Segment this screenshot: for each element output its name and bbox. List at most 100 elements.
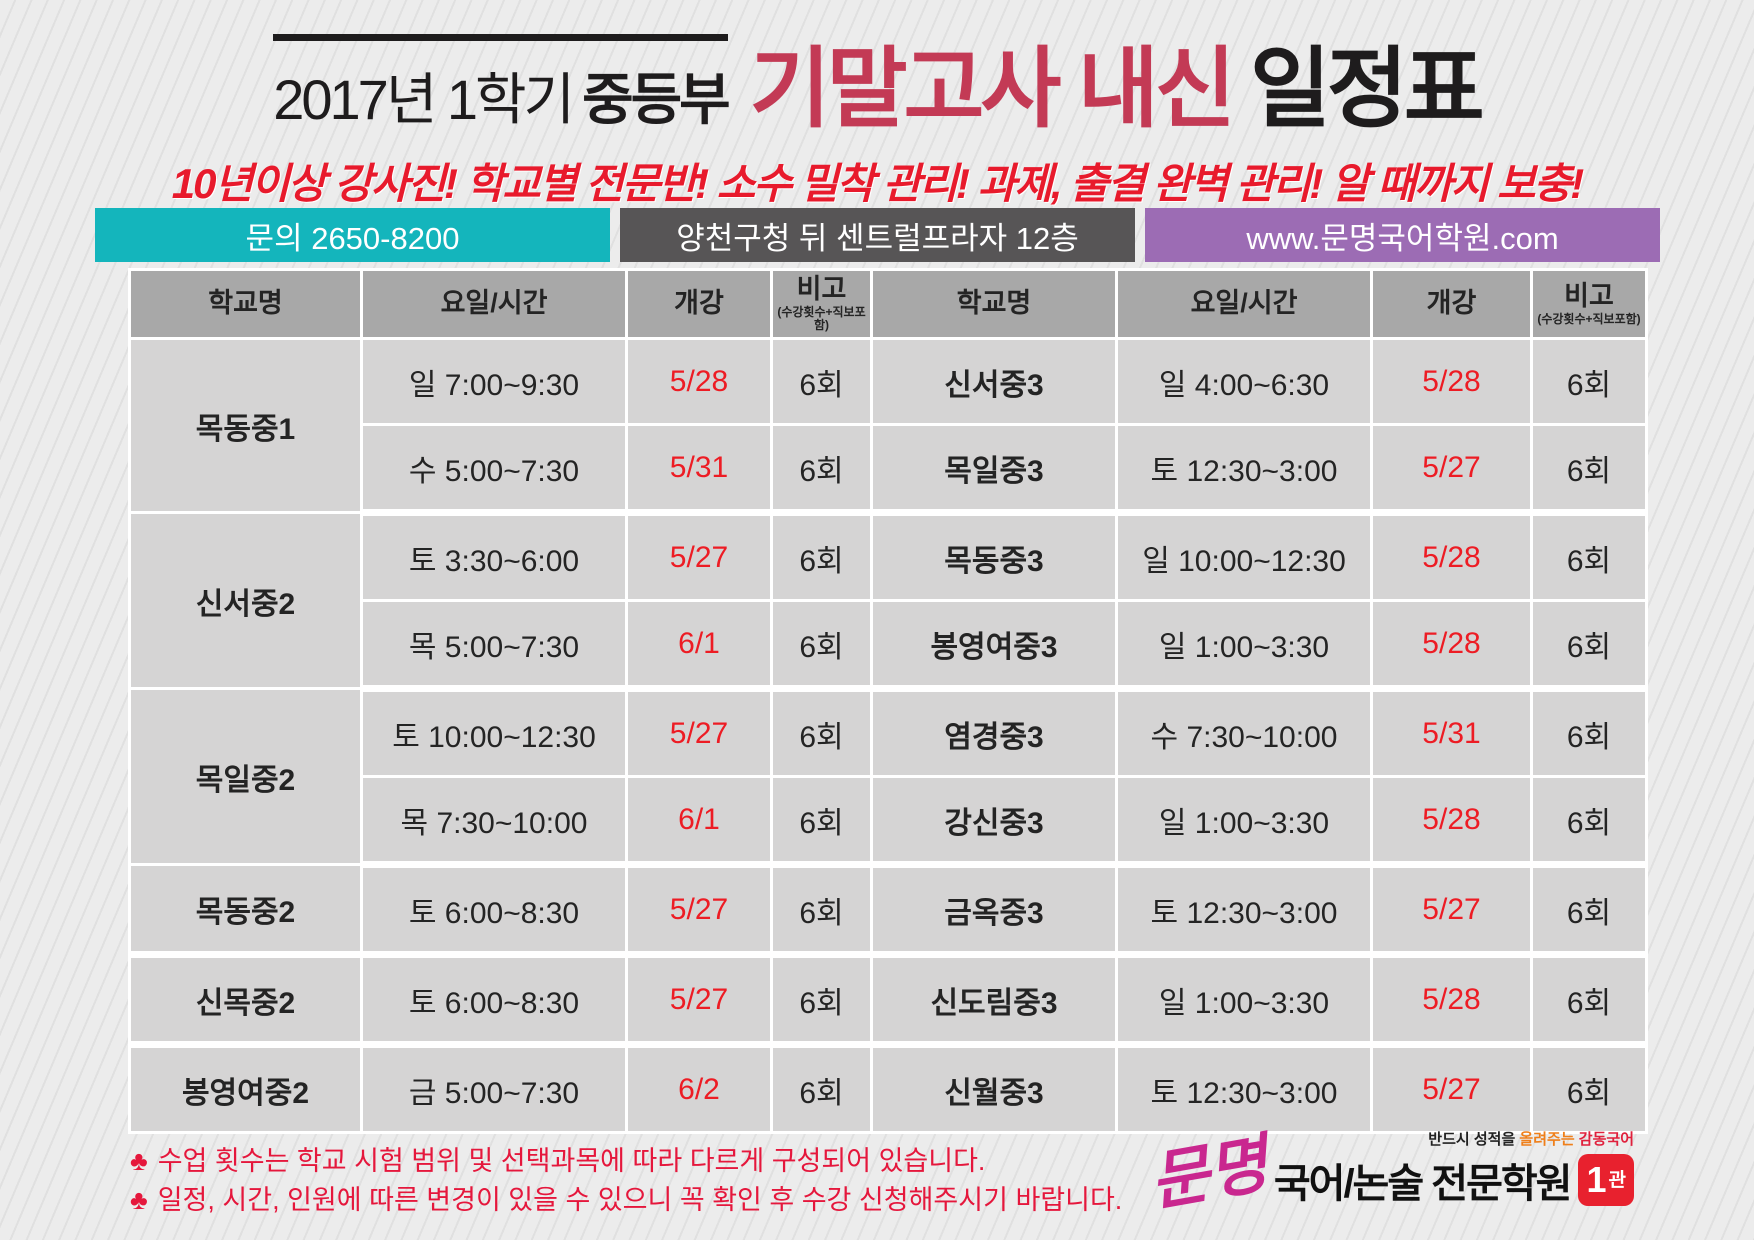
logo-tagline: 반드시 성적을 올려주는 감동국어: [1428, 1131, 1634, 1148]
count-cell: 6회: [770, 337, 873, 426]
header-school-right: 학교명: [870, 268, 1118, 340]
start-date-cell: 5/27: [625, 863, 773, 958]
title-highlight: 기말고사 내신: [749, 39, 1236, 138]
brand-script-mark: 문명: [1144, 1127, 1274, 1220]
time-cell: 일 10:00~12:30: [1115, 511, 1373, 602]
count-cell: 6회: [1530, 337, 1648, 426]
note-text: 일정, 시간, 인원에 따른 변경이 있을 수 있으니 꼭 확인 후 수강 신청…: [157, 1185, 1123, 1216]
club-bullet-icon: ♣: [130, 1146, 148, 1176]
school-cell: 신도림중3: [870, 953, 1118, 1048]
start-date-cell: 5/28: [1370, 337, 1533, 426]
count-cell: 6회: [1530, 423, 1648, 516]
count-cell: 6회: [770, 687, 873, 778]
school-cell: 신서중2: [128, 511, 363, 690]
start-date-cell: 5/27: [625, 511, 773, 602]
count-cell: 6회: [770, 1043, 873, 1134]
count-cell: 6회: [1530, 687, 1648, 778]
school-cell: 염경중3: [870, 687, 1118, 778]
table-row: 목동중1 일 7:00~9:30 5/28 6회 신서중3 일 4:00~6:3…: [128, 337, 1648, 514]
start-date-cell: 5/31: [625, 423, 773, 516]
start-date-cell: 5/27: [1370, 863, 1533, 958]
time-cell: 토 12:30~3:00: [1115, 863, 1373, 958]
school-cell: 봉영여중2: [128, 1043, 363, 1134]
time-cell: 일 1:00~3:30: [1115, 599, 1373, 692]
schedule-table: 학교명 요일/시간 개강 비고 (수강횟수+직보포함) 학교명 요일/시간 개강 …: [128, 268, 1648, 1134]
school-cell: 신월중3: [870, 1043, 1118, 1134]
table-row: 목 7:30~10:00 6/1 6회 강신중3 일 1:00~3:30 5/2…: [130, 775, 1648, 868]
time-cell: 토 3:30~6:00: [360, 511, 628, 602]
count-cell: 6회: [770, 423, 873, 516]
start-date-cell: 5/28: [625, 337, 773, 426]
school-cell: 목동중1: [128, 337, 363, 514]
header-row: 학교명 요일/시간 개강 비고 (수강횟수+직보포함) 학교명 요일/시간 개강 …: [128, 268, 1648, 340]
note-line: ♣ 일정, 시간, 인원에 따른 변경이 있을 수 있으니 꼭 확인 후 수강 신…: [130, 1181, 1122, 1220]
table-row: 목 5:00~7:30 6/1 6회 봉영여중3 일 1:00~3:30 5/2…: [130, 599, 1648, 692]
title-semester: 2017년 1학기 중등부: [273, 34, 731, 136]
start-date-cell: 5/27: [625, 687, 773, 778]
school-cell: 신서중3: [870, 337, 1118, 426]
time-cell: 일 7:00~9:30: [360, 337, 628, 426]
time-cell: 금 5:00~7:30: [360, 1043, 628, 1134]
note-text: 수업 횟수는 학교 시험 범위 및 선택과목에 따라 다르게 구성되어 있습니다…: [157, 1146, 986, 1176]
logo-tagline-highlight: 올려주는: [1519, 1131, 1575, 1148]
time-cell: 목 5:00~7:30: [360, 599, 628, 692]
phone-bar: 문의 2650-8200: [95, 208, 610, 262]
time-cell: 토 12:30~3:00: [1115, 1043, 1373, 1134]
count-cell: 6회: [770, 953, 873, 1048]
time-cell: 수 5:00~7:30: [360, 423, 628, 516]
start-date-cell: 5/28: [1370, 599, 1533, 692]
school-cell: 봉영여중3: [870, 599, 1118, 692]
table-row: 수 5:00~7:30 5/31 6회 목일중3 토 12:30~3:00 5/…: [130, 423, 1648, 516]
count-cell: 6회: [1530, 1043, 1648, 1134]
time-cell: 토 6:00~8:30: [360, 863, 628, 958]
table-row: 봉영여중2 금 5:00~7:30 6/2 6회 신월중3 토 12:30~3:…: [128, 1043, 1648, 1134]
time-cell: 일 4:00~6:30: [1115, 337, 1373, 426]
time-cell: 목 7:30~10:00: [360, 775, 628, 868]
title-division: 중등부: [582, 68, 731, 131]
footer-notes: ♣ 수업 횟수는 학교 시험 범위 및 선택과목에 따라 다르게 구성되어 있습니…: [130, 1142, 1122, 1220]
start-date-cell: 5/28: [1370, 953, 1533, 1048]
count-cell: 6회: [770, 511, 873, 602]
start-date-cell: 5/31: [1370, 687, 1533, 778]
count-cell: 6회: [1530, 511, 1648, 602]
count-cell: 6회: [1530, 863, 1648, 958]
table-row: 신서중2 토 3:30~6:00 5/27 6회 목동중3 일 10:00~12…: [128, 511, 1648, 690]
start-date-cell: 5/28: [1370, 775, 1533, 868]
count-cell: 6회: [770, 863, 873, 958]
info-bars: 문의 2650-8200 양천구청 뒤 센트럴프라자 12층 www.문명국어학…: [95, 208, 1660, 262]
count-cell: 6회: [770, 775, 873, 868]
promo-tagline: 10년이상 강사진! 학교별 전문반! 소수 밀착 관리! 과제, 출결 완벽 …: [171, 160, 1585, 207]
school-cell: 금옥중3: [870, 863, 1118, 958]
table-row: 목동중2 토 6:00~8:30 5/27 6회 금옥중3 토 12:30~3:…: [128, 863, 1648, 958]
header-note-sub-right: (수강횟수+직보포함): [1537, 311, 1641, 326]
header-time-right: 요일/시간: [1115, 268, 1373, 340]
time-cell: 일 1:00~3:30: [1115, 953, 1373, 1048]
header-start-right: 개강: [1370, 268, 1533, 340]
table-row: 신목중2 토 6:00~8:30 5/27 6회 신도림중3 일 1:00~3:…: [128, 953, 1648, 1048]
title-main: 기말고사 내신 일정표: [750, 45, 1485, 133]
table-row: 목일중2 토 10:00~12:30 5/27 6회 염경중3 수 7:30~1…: [128, 687, 1648, 866]
time-cell: 토 12:30~3:00: [1115, 423, 1373, 516]
header-note-right: 비고 (수강횟수+직보포함): [1530, 268, 1648, 340]
start-date-cell: 5/27: [625, 953, 773, 1048]
count-cell: 6회: [1530, 599, 1648, 692]
website-bar: www.문명국어학원.com: [1145, 208, 1660, 262]
count-cell: 6회: [770, 599, 873, 692]
academy-name: 국어/논술 전문학원: [1273, 1162, 1573, 1206]
school-cell: 목동중3: [870, 511, 1118, 602]
time-cell: 수 7:30~10:00: [1115, 687, 1373, 778]
count-cell: 6회: [1530, 953, 1648, 1048]
start-date-cell: 6/1: [625, 599, 773, 692]
header-school-left: 학교명: [128, 268, 363, 340]
header-note-sub-left: (수강횟수+직보포함): [777, 305, 866, 333]
address-bar: 양천구청 뒤 센트럴프라자 12층: [620, 208, 1135, 262]
start-date-cell: 5/27: [1370, 423, 1533, 516]
time-cell: 일 1:00~3:30: [1115, 775, 1373, 868]
school-cell: 목일중2: [128, 687, 363, 866]
school-cell: 목일중3: [870, 423, 1118, 516]
start-date-cell: 6/1: [625, 775, 773, 868]
school-cell: 강신중3: [870, 775, 1118, 868]
